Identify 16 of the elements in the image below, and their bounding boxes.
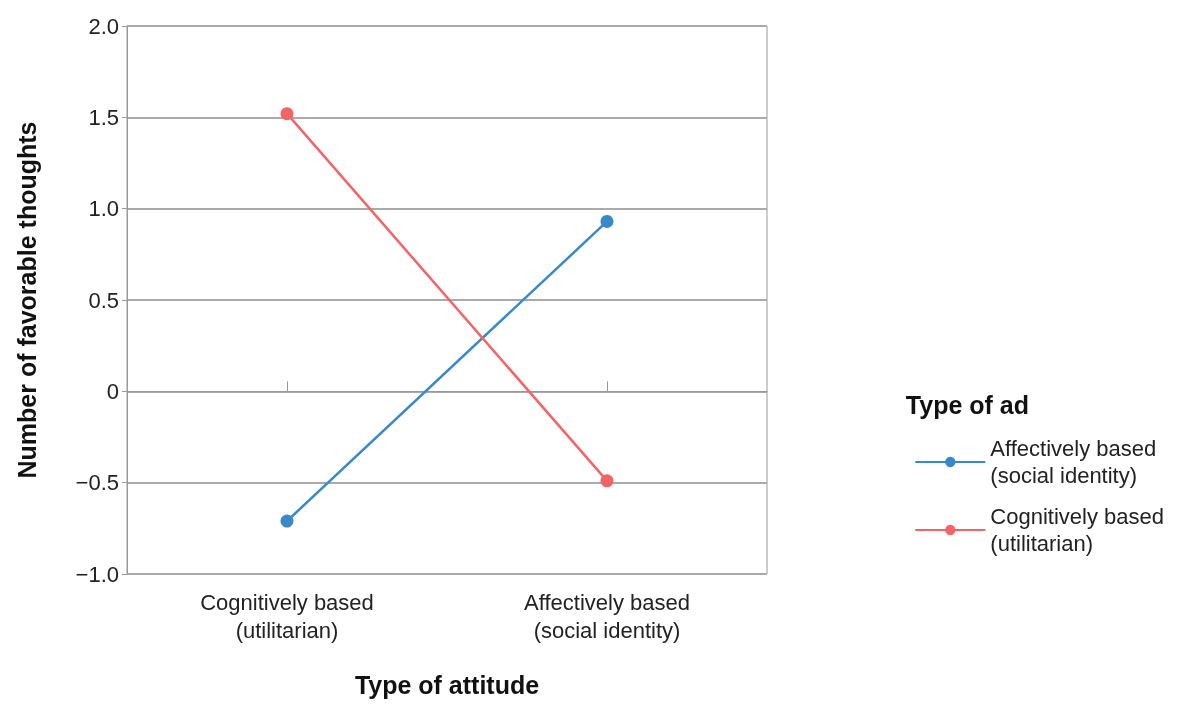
y-tick-label: 2.0 — [88, 13, 119, 39]
point — [600, 214, 614, 228]
point — [280, 107, 294, 121]
y-tick-label: 0 — [106, 378, 119, 404]
y-axis-title: Number of favorable thoughts — [12, 121, 41, 479]
y-tick-label: −1.0 — [75, 561, 119, 587]
legend-title: Type of ad — [905, 390, 1030, 419]
point — [280, 514, 294, 528]
y-tick-label: 0.5 — [88, 287, 119, 313]
y-tick-label: 1.0 — [88, 196, 119, 222]
point — [600, 474, 614, 488]
y-tick-label: −0.5 — [75, 470, 119, 496]
y-tick-label: 1.5 — [88, 104, 119, 130]
legend-label: Cognitively based (utilitarian) — [990, 504, 1165, 556]
x-axis-title: Type of attitude — [354, 670, 540, 699]
legend-label: Affectively based (social identity) — [990, 436, 1157, 488]
